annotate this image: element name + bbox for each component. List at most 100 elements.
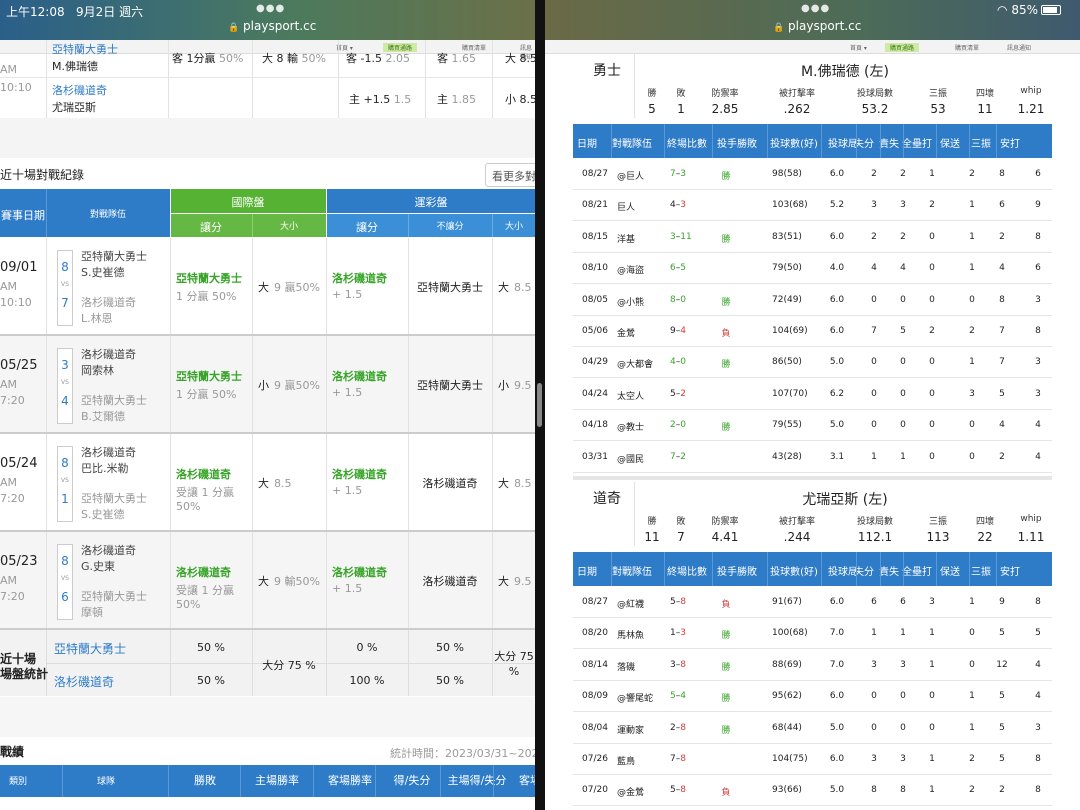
row-opp[interactable]: @海盜	[617, 266, 645, 277]
row-divider	[573, 679, 1052, 681]
address-bar-right[interactable]: 🔒 playsport.cc	[773, 19, 861, 33]
table-head-8: 全壘打	[902, 567, 932, 578]
stat-value-5: 53	[930, 102, 946, 116]
score-b: 8	[680, 722, 686, 733]
team-home[interactable]: 亞特蘭大勇士	[81, 492, 147, 505]
row-divider	[573, 189, 1052, 190]
team-home[interactable]: 亞特蘭大勇士	[81, 394, 147, 407]
row-date: 08/04	[582, 722, 608, 733]
row-stat: 1	[969, 263, 975, 274]
row-opp[interactable]: 太空人	[617, 391, 645, 402]
multitask-dots-icon-right[interactable]: ●●●	[801, 3, 831, 14]
subnav-list-r[interactable]: 購買清單	[955, 45, 980, 52]
team-home[interactable]: 亞特蘭大勇士	[81, 590, 147, 603]
team-away[interactable]: 洛杉磯道奇	[81, 348, 136, 361]
site-subnav-right: 首頁 ▾ 購買通路 購買清單 訊息通知	[545, 40, 1080, 54]
table-head-9: 保送	[940, 139, 960, 150]
score-home: 6	[61, 590, 69, 604]
score-home: 1	[61, 492, 69, 506]
row-opp[interactable]: 馬林魚	[617, 631, 645, 642]
score-dash: –	[675, 263, 681, 274]
team-away[interactable]: 洛杉磯道奇	[81, 446, 136, 459]
pitcher-name[interactable]: M.佛瑞德 (左)	[801, 64, 889, 80]
row-opp[interactable]: 巨人	[617, 203, 636, 214]
lot-ou-line: 9.5	[514, 379, 532, 392]
subnav-home-r[interactable]: 首頁 ▾	[850, 45, 867, 52]
row-opp[interactable]: @巨人	[617, 172, 645, 182]
top-team-2[interactable]: 洛杉磯道奇	[52, 84, 107, 97]
intl-ou: 大 9 輸50%	[258, 573, 320, 589]
subnav-buy-r[interactable]: 購買通路	[885, 43, 920, 52]
row-stat: 0	[929, 722, 935, 733]
row-opp[interactable]: @金鶯	[617, 788, 645, 799]
split-handle-icon[interactable]	[537, 383, 542, 427]
subnav-notify[interactable]: 訊息通知	[520, 45, 533, 61]
row-opp[interactable]: 落磯	[617, 662, 636, 673]
row-pitches: 98(58)	[772, 169, 802, 179]
top-team-1[interactable]: 亞特蘭大勇士	[52, 43, 118, 56]
subnav-buy[interactable]: 購買通路	[383, 43, 418, 52]
summary-team-1[interactable]: 亞特蘭大勇士	[54, 642, 127, 656]
head-divider	[880, 552, 881, 586]
head-divider	[880, 124, 881, 158]
subnav-notify-r[interactable]: 訊息通知	[1007, 45, 1032, 52]
row-decision: 負	[721, 600, 731, 610]
game-date: 05/24	[0, 456, 38, 471]
col-divider	[408, 532, 409, 628]
row-opp[interactable]: 藍鳥	[617, 757, 636, 767]
row-score: 1–3	[670, 628, 686, 638]
record-col-divider	[440, 765, 441, 810]
game-ampm: AM	[0, 574, 18, 587]
row-opp[interactable]: @小熊	[617, 297, 645, 308]
row-stat: 4	[999, 420, 1005, 431]
subnav-list[interactable]: 購買清單	[462, 45, 487, 52]
row-stat: 5	[999, 754, 1005, 764]
table-head-0: 日期	[577, 139, 597, 150]
stat-label-1: 敗	[676, 89, 686, 99]
row-date: 08/21	[582, 200, 608, 211]
row-opp[interactable]: @紅襪	[617, 600, 645, 610]
row-stat: 3	[900, 659, 906, 670]
row-opp[interactable]: 運動家	[617, 725, 645, 736]
multitask-dots-icon[interactable]: ●●●	[256, 3, 286, 14]
row-opp[interactable]: @國民	[617, 454, 645, 465]
address-bar[interactable]: 🔒 playsport.cc	[228, 19, 316, 33]
col-divider	[252, 532, 253, 628]
game-ampm: AM	[0, 280, 18, 293]
score-a: 4	[670, 200, 676, 211]
section-title: 近十場對戰紀錄	[0, 168, 85, 182]
stat-label-4: 投球局數	[856, 89, 894, 99]
summary-team-2[interactable]: 洛杉磯道奇	[54, 675, 115, 689]
team-away[interactable]: 亞特蘭大勇士	[81, 250, 147, 263]
row-stat: 0	[900, 388, 906, 399]
row-pitches: 104(69)	[772, 326, 808, 336]
row-stat: 8	[1035, 785, 1041, 796]
row-opp[interactable]: @大都會	[617, 360, 654, 371]
row-stat: 6	[871, 597, 877, 607]
row-date: 07/20	[582, 785, 608, 796]
row-stat: 0	[900, 420, 906, 431]
gap-band-2	[0, 697, 535, 737]
row-opp[interactable]: @響尾蛇	[617, 694, 654, 705]
team-away[interactable]: 洛杉磯道奇	[81, 544, 136, 557]
row-pitches: 72(49)	[772, 294, 802, 305]
pitcher-name[interactable]: 尤瑞亞斯 (左)	[802, 492, 888, 508]
more-button[interactable]: 看更多對	[485, 163, 535, 187]
subnav-home[interactable]: 首頁 ▾	[336, 45, 353, 52]
table-head-1: 對戰隊伍	[612, 567, 652, 578]
row-stat: 0	[900, 691, 906, 702]
section-separator	[573, 476, 1052, 480]
col-divider	[408, 238, 409, 334]
team-home[interactable]: 洛杉磯道奇	[81, 296, 136, 309]
lot-spread-line: + 1.5	[332, 582, 363, 595]
head-divider	[767, 124, 768, 158]
record-col-divider	[62, 765, 63, 810]
row-decision: 勝	[721, 360, 731, 371]
row-opp[interactable]: 金鶯	[617, 329, 636, 339]
row-decision: 勝	[721, 172, 731, 182]
row-opp[interactable]: 洋基	[617, 234, 636, 245]
score-b: 4	[680, 691, 686, 702]
stat-value-1: 1	[677, 102, 685, 116]
row-stat: 6	[999, 200, 1005, 211]
row-opp[interactable]: @教士	[617, 423, 645, 434]
